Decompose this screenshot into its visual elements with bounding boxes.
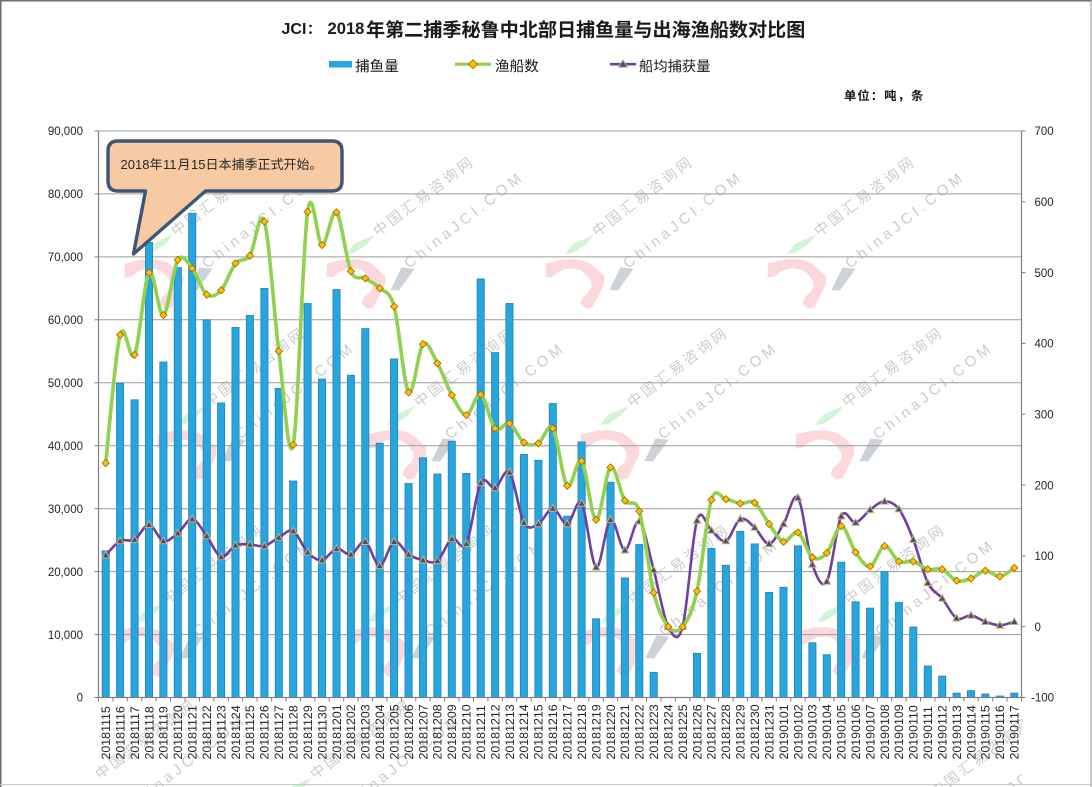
svg-text:20181218: 20181218	[575, 704, 589, 759]
svg-text:700: 700	[1035, 126, 1054, 138]
svg-text:20181121: 20181121	[186, 705, 200, 759]
svg-text:20190105: 20190105	[835, 704, 849, 759]
svg-text:600: 600	[1035, 197, 1054, 209]
svg-text:20181129: 20181129	[301, 705, 315, 759]
svg-text:20181222: 20181222	[633, 704, 647, 759]
svg-text:20181123: 20181123	[214, 705, 228, 759]
svg-text:20,000: 20,000	[48, 567, 83, 579]
svg-text:30,000: 30,000	[48, 504, 83, 516]
svg-text:20181217: 20181217	[561, 704, 575, 759]
svg-text:20190107: 20190107	[863, 704, 877, 759]
svg-text:20181126: 20181126	[258, 705, 272, 759]
svg-text:100: 100	[1035, 551, 1054, 563]
svg-text:20181229: 20181229	[734, 704, 748, 759]
svg-text:0: 0	[77, 693, 83, 705]
svg-text:20181211: 20181211	[474, 705, 488, 759]
svg-text:20181224: 20181224	[662, 704, 676, 759]
svg-text:20181230: 20181230	[748, 704, 762, 759]
svg-text:2018: 2018	[121, 157, 150, 172]
svg-text:20181130: 20181130	[315, 705, 329, 759]
svg-text:20190104: 20190104	[820, 704, 834, 759]
svg-text:20181228: 20181228	[719, 704, 733, 759]
svg-text:JCI: JCI	[282, 21, 307, 38]
svg-text:20181128: 20181128	[287, 705, 301, 759]
svg-text:20181127: 20181127	[272, 705, 286, 759]
svg-text:80,000: 80,000	[48, 189, 83, 201]
svg-text:20181206: 20181206	[402, 704, 416, 759]
svg-text:20181205: 20181205	[387, 704, 401, 759]
svg-text:20181125: 20181125	[243, 705, 257, 759]
svg-text:400: 400	[1035, 339, 1054, 351]
svg-text:20181212: 20181212	[488, 704, 502, 759]
svg-text:20190110: 20190110	[907, 705, 921, 759]
svg-text:20181207: 20181207	[416, 704, 430, 759]
svg-text:20181226: 20181226	[690, 704, 704, 759]
svg-text:200: 200	[1035, 480, 1054, 492]
svg-text:50,000: 50,000	[48, 378, 83, 390]
svg-text:20181115: 20181115	[99, 706, 113, 759]
svg-text:20190108: 20190108	[878, 704, 892, 759]
svg-text:90,000: 90,000	[48, 126, 83, 138]
svg-text:20181216: 20181216	[546, 704, 560, 759]
svg-text:20181122: 20181122	[200, 705, 214, 759]
svg-text:20181214: 20181214	[517, 704, 531, 759]
svg-text:20181202: 20181202	[344, 704, 358, 759]
svg-text:20190103: 20190103	[806, 704, 820, 759]
svg-text:20190106: 20190106	[849, 704, 863, 759]
svg-text:20190102: 20190102	[791, 704, 805, 759]
svg-text:20181120: 20181120	[171, 705, 185, 759]
svg-text:20181223: 20181223	[647, 704, 661, 759]
svg-text:2018: 2018	[328, 19, 365, 38]
svg-text:40,000: 40,000	[48, 441, 83, 453]
svg-text:20181201: 20181201	[330, 704, 344, 759]
svg-text:20190101: 20190101	[777, 704, 791, 759]
svg-text:20181210: 20181210	[460, 704, 474, 759]
svg-text:20181213: 20181213	[503, 704, 517, 759]
svg-text:20190109: 20190109	[892, 704, 906, 759]
svg-text:20181221: 20181221	[618, 704, 632, 759]
svg-text:11: 11	[163, 157, 177, 172]
svg-text:300: 300	[1035, 409, 1054, 421]
svg-text:60,000: 60,000	[48, 315, 83, 327]
svg-text:20190117: 20190117	[1008, 705, 1022, 759]
svg-text:20181209: 20181209	[445, 704, 459, 759]
svg-text:20190112: 20190112	[936, 705, 950, 759]
svg-text:20181225: 20181225	[676, 704, 690, 759]
svg-text:20181227: 20181227	[705, 704, 719, 759]
svg-text:20190116: 20190116	[993, 705, 1007, 759]
svg-text:-100: -100	[1031, 693, 1054, 705]
svg-text:20181124: 20181124	[229, 705, 243, 759]
svg-text:10,000: 10,000	[48, 630, 83, 642]
svg-text:20181204: 20181204	[373, 704, 387, 759]
svg-text:500: 500	[1035, 268, 1054, 280]
svg-text:0: 0	[1035, 622, 1041, 634]
svg-text:20181219: 20181219	[589, 704, 603, 759]
svg-text:20190111: 20190111	[921, 706, 935, 759]
svg-text:20181231: 20181231	[762, 704, 776, 759]
svg-text:20181116: 20181116	[113, 706, 127, 759]
svg-text:20190114: 20190114	[964, 705, 978, 759]
svg-text:20181215: 20181215	[532, 704, 546, 759]
svg-text:20181203: 20181203	[359, 704, 373, 759]
svg-text:20181208: 20181208	[431, 704, 445, 759]
svg-text:15: 15	[191, 157, 205, 172]
svg-text:20181220: 20181220	[604, 704, 618, 759]
svg-text:20190113: 20190113	[950, 705, 964, 759]
svg-text:70,000: 70,000	[48, 252, 83, 264]
svg-text:20190115: 20190115	[979, 705, 993, 759]
svg-text:20181119: 20181119	[157, 706, 171, 759]
svg-text:20181118: 20181118	[142, 706, 156, 759]
svg-text:20181117: 20181117	[128, 706, 142, 759]
